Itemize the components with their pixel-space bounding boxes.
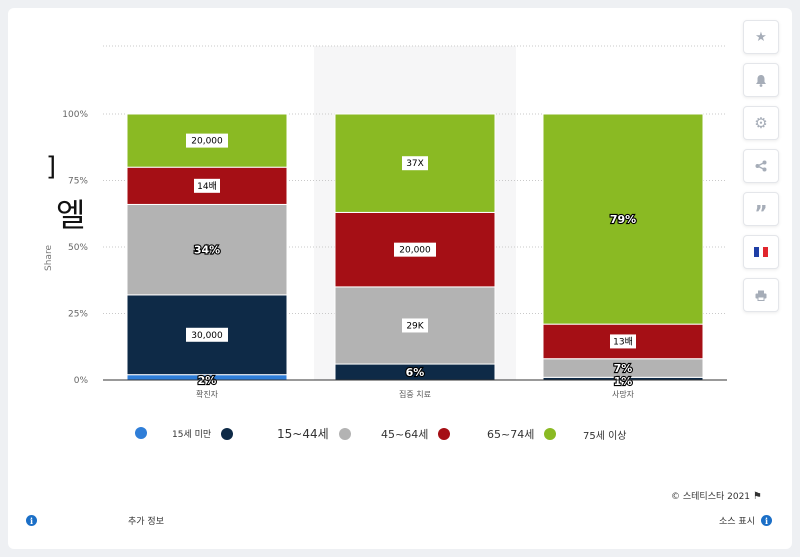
legend-dot [221, 427, 234, 440]
share-icon [755, 160, 767, 172]
legend-marker-first[interactable] [135, 427, 147, 439]
print-button[interactable] [743, 278, 779, 312]
flag-icon [754, 247, 769, 257]
quote-icon: ” [754, 201, 768, 225]
x-category-label: 사망자 [612, 389, 635, 399]
y-tick-label: 100% [62, 110, 88, 120]
copyright-label: © 스테티스타 2021 [671, 492, 751, 502]
sidebar-toolbar: ★ ⚙ ” [743, 20, 779, 321]
settings-button[interactable]: ⚙ [743, 106, 779, 140]
legend-dot [135, 427, 147, 439]
legend-item-2[interactable]: 15~44세 [277, 425, 351, 442]
data-label-box [194, 178, 220, 193]
data-label: 30,000 [191, 331, 223, 341]
bar-segment[interactable] [126, 203, 288, 296]
info-icon[interactable]: i [761, 515, 772, 526]
data-label-box [394, 242, 436, 257]
y-tick-label: 0% [74, 376, 89, 386]
legend-item-3[interactable]: 45~64세 [381, 426, 451, 442]
data-label: 13배 [613, 336, 633, 347]
data-label: 34% [194, 244, 220, 257]
x-category-label: 집중 치료 [399, 389, 431, 399]
data-label: 20,000 [399, 246, 431, 256]
data-label: 6% [406, 366, 425, 379]
data-label: 79% [610, 213, 636, 226]
y-tick-label: 25% [68, 310, 88, 320]
bar-segment[interactable] [542, 113, 704, 325]
data-label-box [186, 133, 228, 148]
legend-dot [438, 428, 451, 440]
cite-button[interactable]: ” [743, 192, 779, 226]
legend-label: 65~74세 [487, 428, 535, 441]
legend-label: 15~44세 [277, 427, 329, 441]
print-icon [755, 290, 767, 301]
more-info-link[interactable]: 추가 정보 [128, 517, 164, 527]
gear-icon: ⚙ [754, 113, 768, 132]
star-icon: ★ [755, 29, 767, 45]
data-label: 7% [614, 362, 633, 375]
y-tick-label: 75% [68, 177, 88, 187]
data-label-box [610, 334, 636, 349]
legend-item-5[interactable]: 75세 이상 [583, 427, 627, 442]
show-source-link[interactable]: 소스 표시 [719, 517, 755, 527]
data-label: 20,000 [191, 137, 223, 147]
copyright-text[interactable]: © 스테티스타 2021 ⚑ [671, 489, 762, 502]
data-label-box [402, 156, 428, 171]
notification-button[interactable] [743, 63, 779, 97]
legend-item-1[interactable]: 15세 미만 [172, 427, 234, 440]
data-label: 37X [406, 159, 424, 169]
legend-dot [338, 427, 351, 440]
data-label: 1% [614, 375, 633, 388]
info-icon[interactable]: i [26, 515, 37, 526]
language-button[interactable] [743, 235, 779, 269]
share-button[interactable] [743, 149, 779, 183]
data-label: 14배 [197, 181, 217, 192]
legend-item-4[interactable]: 65~74세 [487, 426, 557, 442]
chart-legend: 15세 미만 15~44세 45~64세 65~74세 75세 이상 [0, 423, 800, 447]
x-category-label: 확진자 [196, 389, 219, 399]
data-label-box [186, 327, 228, 342]
overlay-glyph: 엘 [56, 196, 86, 234]
legend-label: 75세 이상 [583, 431, 627, 442]
legend-dot [544, 428, 557, 440]
overlay-bracket: ] [46, 152, 57, 182]
favorite-button[interactable]: ★ [743, 20, 779, 54]
data-label: 29K [406, 321, 424, 331]
legend-label: 45~64세 [381, 428, 429, 441]
legend-label: 15세 미만 [172, 430, 212, 440]
flag-icon: ⚑ [752, 491, 762, 502]
bell-icon [756, 74, 766, 87]
y-axis-label: Share [44, 245, 54, 271]
y-tick-label: 50% [68, 243, 88, 253]
data-label-box [402, 318, 428, 333]
